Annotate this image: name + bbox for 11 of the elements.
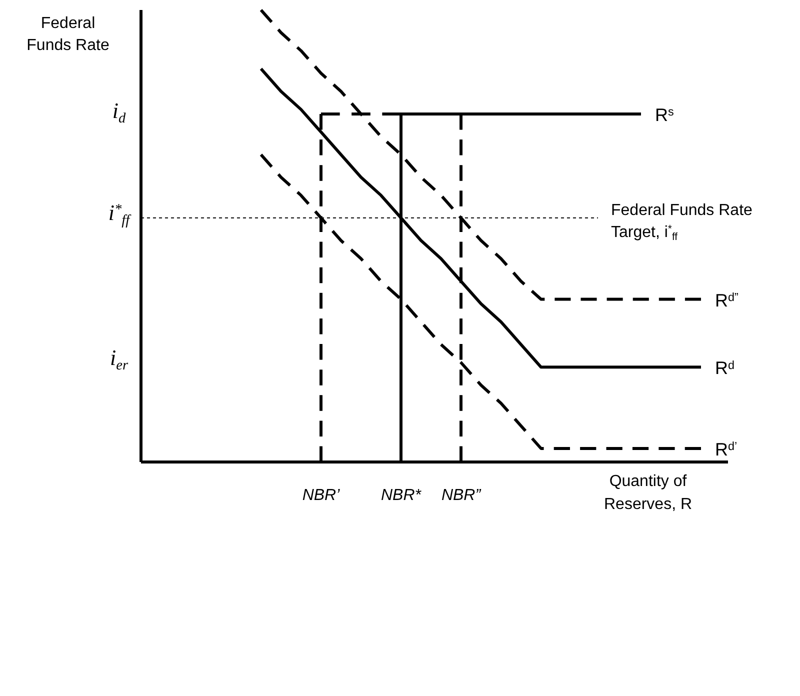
x-axis-title: Quantity of Reserves, R xyxy=(604,473,692,513)
series-label: R$^{d}$ xyxy=(715,358,735,378)
series-label: R$^{d’}$ xyxy=(715,439,738,460)
x-tick-label: NBR” xyxy=(441,487,482,504)
series-label: R$^{d”}$ xyxy=(715,290,738,310)
y-axis-title: Federal Funds Rate xyxy=(26,15,110,54)
text: i$_{er}$ xyxy=(110,345,128,374)
text: i$_{d}$ xyxy=(112,98,126,126)
x-tick-label: NBR’ xyxy=(302,487,340,504)
x-tick-label: NBR* xyxy=(380,487,422,504)
series-label: R$^{s}$ xyxy=(655,104,674,125)
